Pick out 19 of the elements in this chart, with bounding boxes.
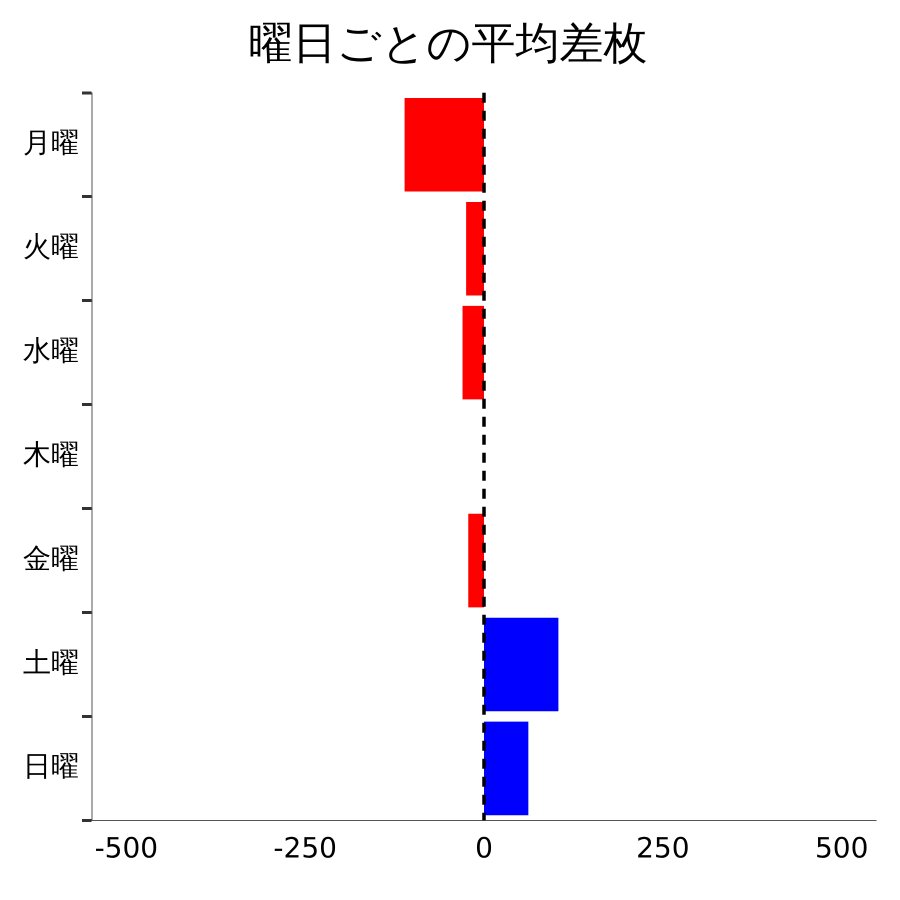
x-tick-label: 250 <box>636 831 690 864</box>
y-tick-label: 火曜 <box>23 230 79 263</box>
bar <box>484 722 528 816</box>
bar <box>468 514 484 608</box>
y-tick-label: 月曜 <box>23 126 79 160</box>
y-tick-label: 水曜 <box>23 334 79 367</box>
x-tick-label: 0 <box>475 831 493 864</box>
bar <box>484 618 558 712</box>
bar <box>462 306 484 400</box>
x-tick-label: -500 <box>94 831 158 864</box>
bar <box>466 202 484 296</box>
y-tick-label: 木曜 <box>23 438 79 471</box>
bar <box>404 98 484 192</box>
x-tick-label: -250 <box>273 831 337 864</box>
y-tick-label: 日曜 <box>23 750 79 783</box>
y-tick-label: 金曜 <box>23 542 79 575</box>
chart-title: 曜日ごとの平均差枚 <box>248 18 648 69</box>
y-tick-label: 土曜 <box>23 646 79 679</box>
x-tick-label: 500 <box>814 831 868 864</box>
